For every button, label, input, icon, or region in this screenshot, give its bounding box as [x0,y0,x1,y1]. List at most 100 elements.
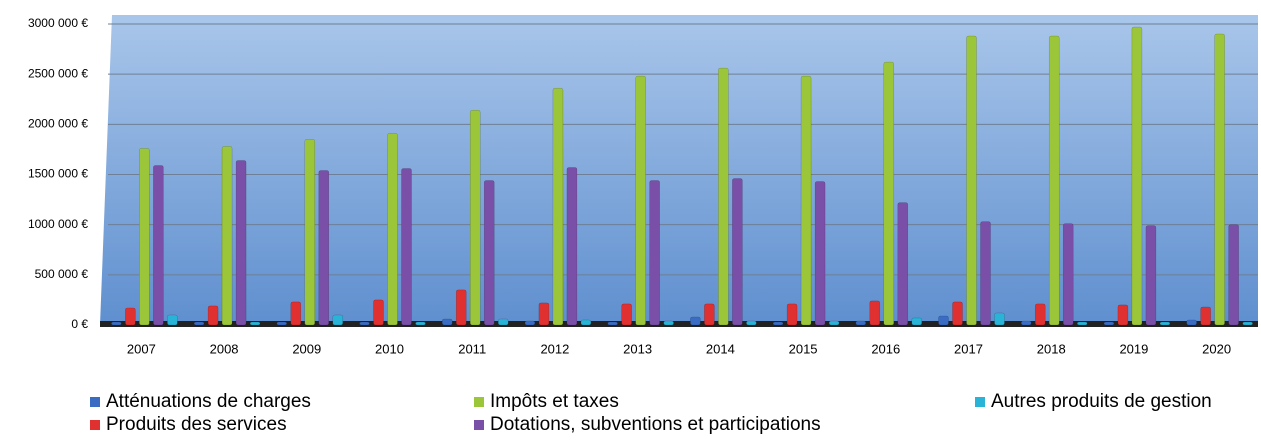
bar [401,168,412,326]
bar [290,301,302,326]
bar [167,314,178,326]
bar [869,300,881,326]
bar [607,321,618,326]
x-tick-label: 2010 [375,341,404,356]
bar [649,180,660,326]
x-tick-label: 2013 [623,341,652,356]
y-tick-label: 2000 000 € [28,117,88,131]
legend-label: Atténuations de charges [106,391,311,412]
bar [800,75,812,326]
bar [718,67,729,326]
y-tick-label: 0 € [71,317,88,331]
plot-background [100,15,1258,325]
legend-label: Impôts et taxes [490,391,619,412]
bar [1228,224,1239,326]
legend-swatch [474,420,484,430]
bar [994,312,1005,326]
x-tick-label: 2012 [540,341,569,356]
bar [139,148,150,326]
bar [332,314,344,326]
x-tick-label: 2020 [1202,341,1231,356]
x-tick-label: 2016 [871,341,900,356]
x-tick-label: 2014 [706,341,735,356]
bar [855,320,867,326]
bar [441,318,453,326]
y-tick-label: 3000 000 € [28,16,88,30]
floor [100,321,1258,327]
bar [786,303,798,326]
bar [663,320,674,326]
bar [966,35,977,326]
bar [690,316,701,326]
y-tick-label: 2500 000 € [28,66,88,80]
bar [1034,303,1046,326]
bar [566,167,578,326]
bar [1062,223,1074,326]
bar [1186,319,1197,326]
bar [524,320,536,326]
bar [814,181,826,326]
bar [207,305,219,326]
x-tick-label: 2019 [1119,341,1148,356]
bar [704,303,715,326]
bar [897,202,909,326]
bar [235,160,247,326]
bar [746,320,757,326]
bar [469,110,481,326]
y-tick-label: 1500 000 € [28,167,88,181]
bar [387,133,398,326]
x-tick-label: 2015 [789,341,818,356]
bar [221,146,233,326]
bar [1131,26,1143,326]
bar [938,315,949,326]
bar [1048,35,1060,326]
y-tick-label: 1000 000 € [28,217,88,231]
bar [1242,321,1253,326]
y-tick-label: 500 000 € [35,267,89,281]
bar [111,321,122,326]
bar [483,180,495,326]
bar [538,302,550,326]
bar [732,178,743,326]
bar [304,139,316,326]
bar [276,321,288,326]
bar [828,320,840,326]
bar [318,170,330,326]
legend-swatch [975,397,985,407]
x-tick-label: 2009 [292,341,321,356]
bar [359,321,370,326]
bar [952,301,963,326]
bar [1076,321,1088,326]
legend-swatch [90,397,100,407]
bar [125,307,136,326]
bar [772,321,784,326]
bar [580,319,592,326]
bar [153,165,164,326]
legend-swatch [474,397,484,407]
bar [455,289,467,326]
bar [1117,304,1129,326]
bar [552,87,564,326]
bar [883,61,895,326]
bar [193,321,205,326]
bar [1159,321,1171,326]
x-tick-label: 2018 [1037,341,1066,356]
x-tick-label: 2008 [210,341,239,356]
x-tick-label: 2017 [954,341,983,356]
bar [1145,225,1157,326]
bar [980,221,991,326]
legend-label: Autres produits de gestion [991,391,1212,412]
bar [497,318,509,326]
legend-swatch [90,420,100,430]
bar [373,299,384,326]
bar [621,303,632,326]
bar [415,321,426,326]
legend-label: Produits des services [106,414,287,435]
bar [635,75,646,326]
x-tick-label: 2011 [458,341,486,356]
legend-label: Dotations, subventions et participations [490,414,821,435]
bar [249,321,261,326]
bar [1103,321,1115,326]
bar [1020,320,1032,326]
